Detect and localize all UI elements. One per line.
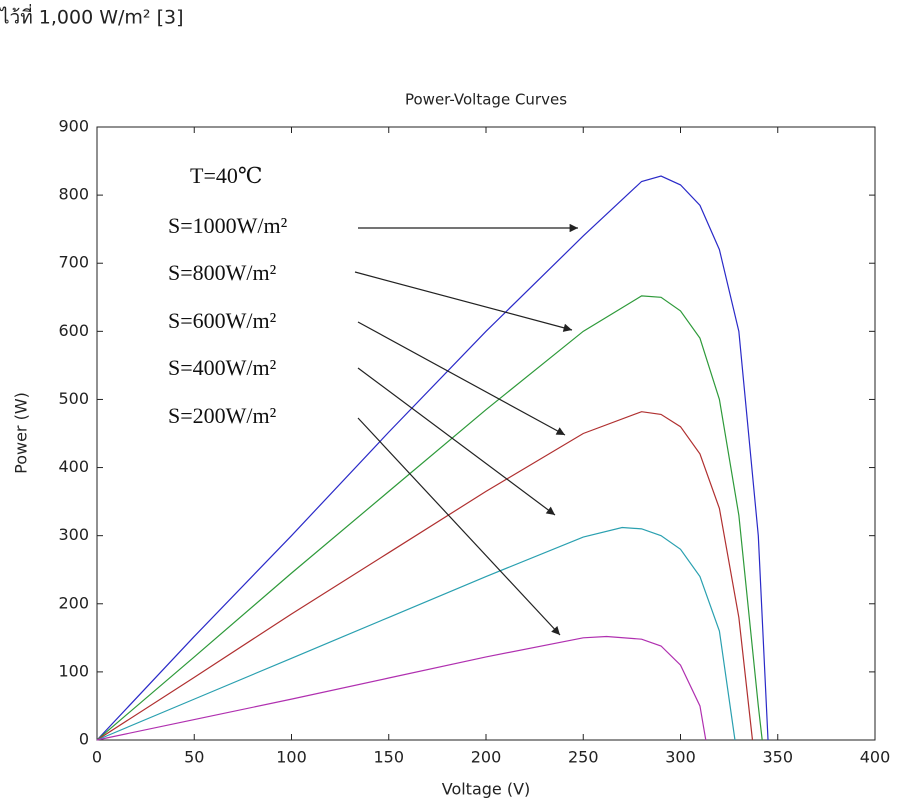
- x-tick-label: 350: [762, 748, 793, 767]
- x-tick-label: 50: [184, 748, 204, 767]
- series-line: [97, 527, 735, 740]
- y-tick-label: 700: [58, 253, 89, 272]
- x-tick-label: 250: [568, 748, 599, 767]
- y-tick-label: 100: [58, 661, 89, 680]
- x-tick-label: 150: [373, 748, 404, 767]
- y-tick-label: 600: [58, 321, 89, 340]
- y-tick-label: 400: [58, 457, 89, 476]
- y-tick-label: 500: [58, 389, 89, 408]
- y-tick-label: 300: [58, 525, 89, 544]
- page: ไว้ที่ 1,000 W/m² [3] Power-Voltage Curv…: [0, 0, 905, 805]
- chart-title: Power-Voltage Curves: [405, 91, 567, 109]
- x-tick-label: 0: [92, 748, 102, 767]
- series-label: S=600W/m²: [168, 308, 277, 333]
- series-label: S=1000W/m²: [168, 213, 288, 238]
- series-label: S=400W/m²: [168, 355, 277, 380]
- x-axis-label: Voltage (V): [442, 780, 531, 799]
- series-label: S=200W/m²: [168, 403, 277, 428]
- x-tick-label: 300: [665, 748, 696, 767]
- x-tick-label: 400: [860, 748, 891, 767]
- y-tick-label: 0: [79, 730, 89, 749]
- chart: ไว้ที่ 1,000 W/m² [3] Power-Voltage Curv…: [0, 0, 905, 805]
- x-tick-label: 200: [471, 748, 502, 767]
- caption-fragment: ไว้ที่ 1,000 W/m² [3]: [0, 4, 184, 29]
- y-tick-label: 200: [58, 593, 89, 612]
- y-tick-label: 900: [58, 117, 89, 136]
- y-axis-label: Power (W): [12, 392, 31, 474]
- series-line: [97, 636, 706, 740]
- y-tick-label: 800: [58, 185, 89, 204]
- series-label: S=800W/m²: [168, 260, 277, 285]
- annotation: T=40℃: [190, 163, 262, 188]
- label-arrow: [355, 272, 572, 330]
- label-arrow: [358, 418, 560, 635]
- label-arrow: [358, 322, 565, 435]
- x-tick-label: 100: [276, 748, 307, 767]
